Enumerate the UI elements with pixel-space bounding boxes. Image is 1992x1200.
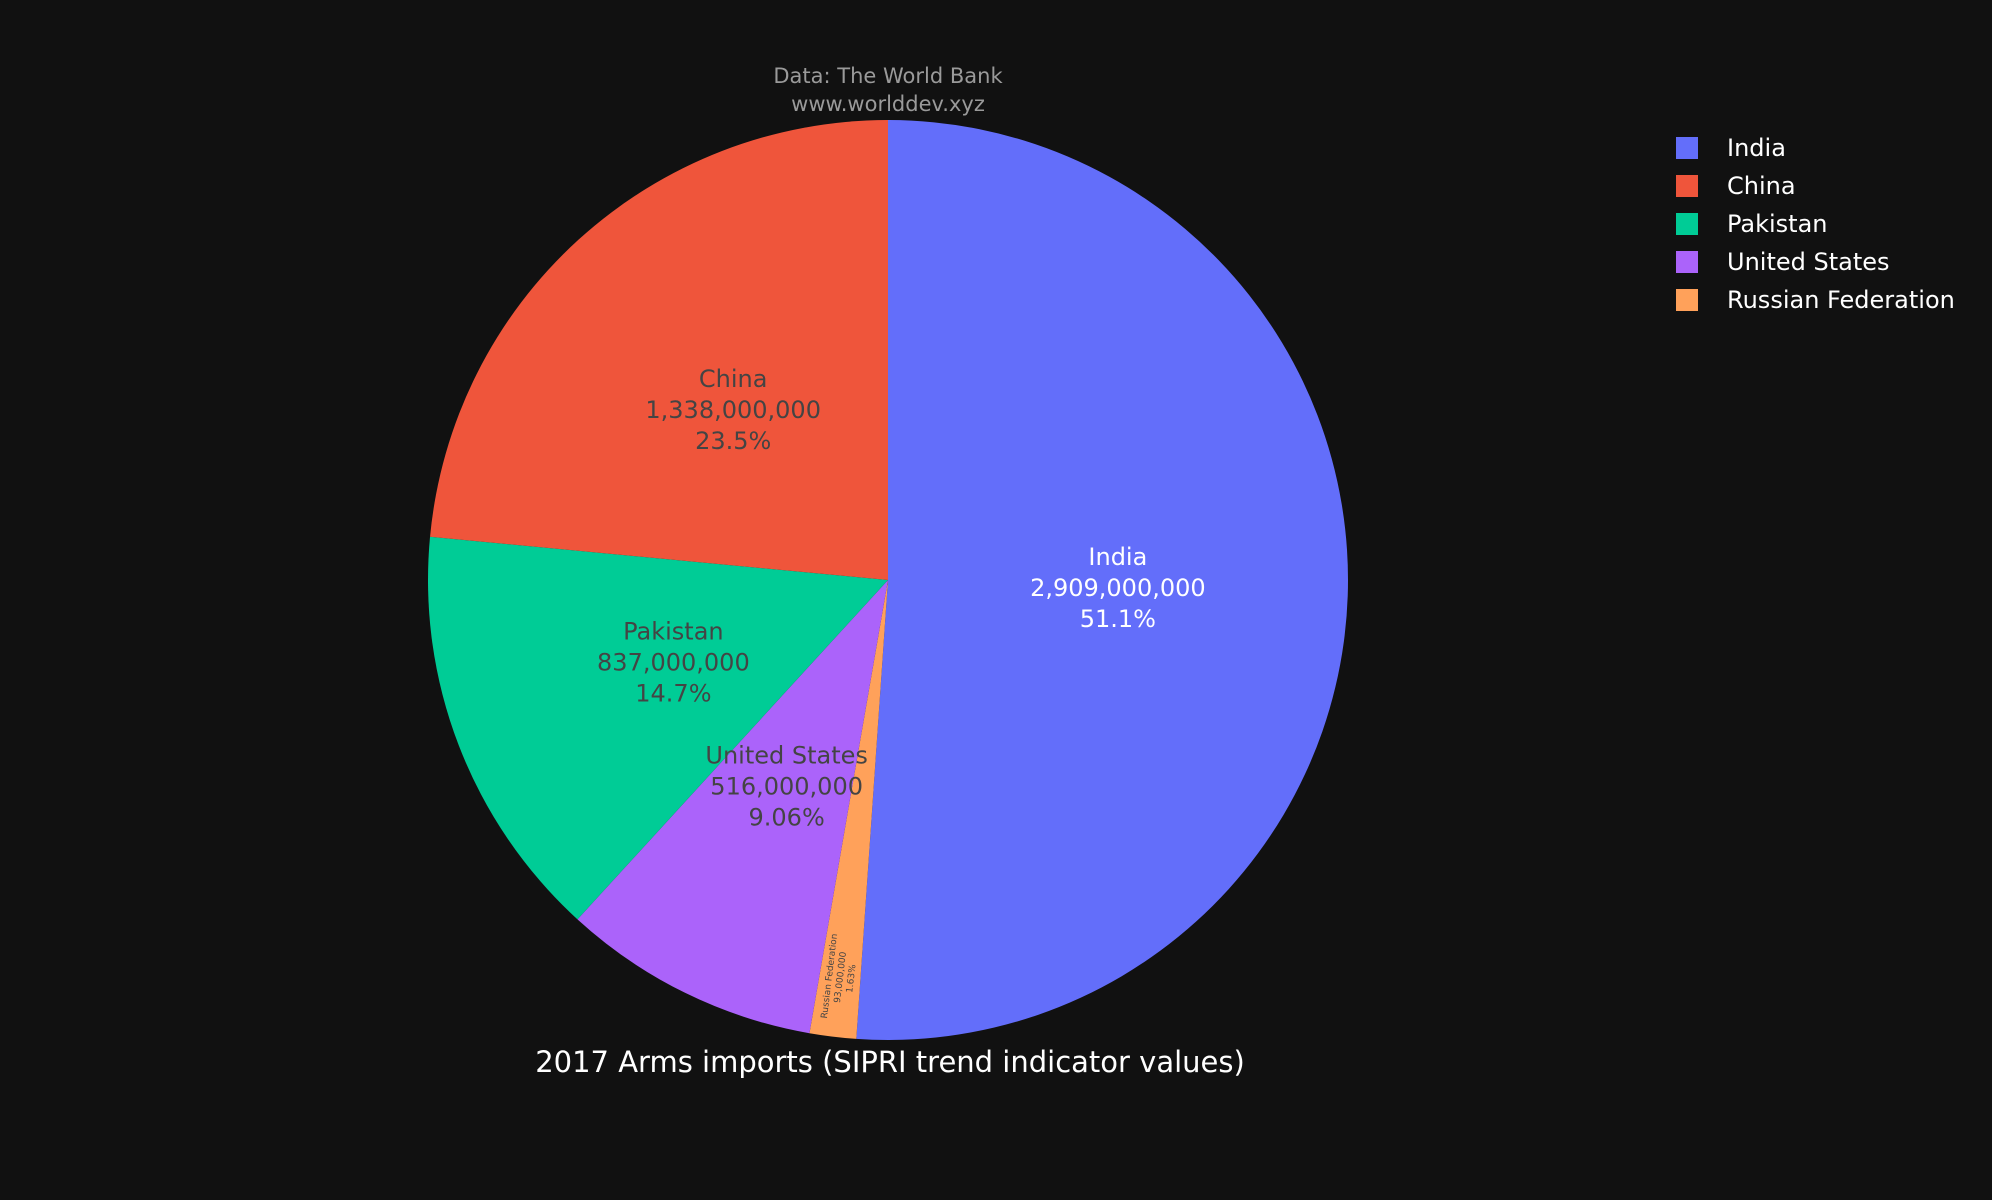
slice-value-pakistan: 837,000,000 <box>597 649 750 677</box>
legend: India China Pakistan United States Russian F… <box>1676 134 1955 314</box>
slice-value-china: 1,338,000,000 <box>645 396 821 424</box>
pie-slice-china[interactable] <box>430 120 888 580</box>
slice-percent-russian-federation: 1.63% <box>845 964 858 994</box>
pie-slice-united-states[interactable] <box>577 580 888 1034</box>
legend-label-china[interactable]: China <box>1727 172 1796 200</box>
slice-value-india: 2,909,000,000 <box>1030 574 1206 602</box>
legend-label-india[interactable]: India <box>1727 134 1786 162</box>
slice-label-india: India <box>1088 543 1147 571</box>
pie-slices <box>427 120 1349 1040</box>
legend-swatch-united-states[interactable] <box>1676 251 1698 273</box>
pie-slice-india[interactable] <box>856 120 1349 1040</box>
slice-label-united-states: United States <box>705 741 868 769</box>
slice-value-united-states: 516,000,000 <box>710 772 863 800</box>
legend-swatch-russian-federation[interactable] <box>1676 289 1698 311</box>
chart-title: 2017 Arms imports (SIPRI trend indicator… <box>535 1045 1245 1079</box>
slice-label-pakistan: Pakistan <box>623 618 724 646</box>
slice-percent-china: 23.5% <box>695 427 771 455</box>
legend-label-pakistan[interactable]: Pakistan <box>1727 210 1828 238</box>
slice-percent-united-states: 9.06% <box>749 803 825 831</box>
legend-label-united-states[interactable]: United States <box>1727 248 1890 276</box>
pie-slice-labels: India 2,909,000,000 51.1% Russian Federatio… <box>597 365 1206 1019</box>
slice-percent-india: 51.1% <box>1080 605 1156 633</box>
slice-percent-pakistan: 14.7% <box>635 680 711 708</box>
legend-swatch-china[interactable] <box>1676 175 1698 197</box>
legend-label-russian-federation[interactable]: Russian Federation <box>1727 286 1955 314</box>
pie-slice-pakistan[interactable] <box>427 536 888 920</box>
legend-swatch-india[interactable] <box>1676 137 1698 159</box>
slice-label-china: China <box>699 365 768 393</box>
source-line-2: www.worlddev.xyz <box>791 92 985 116</box>
pie-slice-russian-federation[interactable] <box>809 580 888 1039</box>
legend-swatch-pakistan[interactable] <box>1676 213 1698 235</box>
source-line-1: Data: The World Bank <box>773 64 1003 88</box>
